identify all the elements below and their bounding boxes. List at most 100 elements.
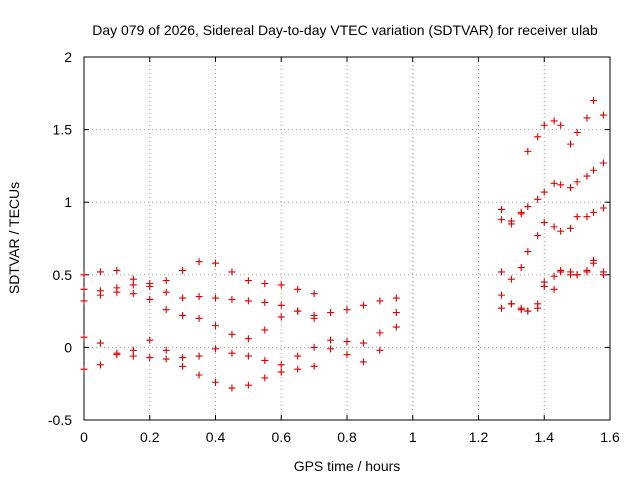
- x-axis-label: GPS time / hours: [294, 458, 401, 474]
- data-point: [343, 338, 351, 346]
- series-track-4: [80, 309, 400, 369]
- data-point: [498, 304, 506, 312]
- data-point: [507, 275, 515, 283]
- data-point: [534, 232, 542, 240]
- data-point: [517, 264, 525, 272]
- data-point: [179, 266, 187, 274]
- data-point: [567, 140, 575, 148]
- data-point: [534, 304, 542, 312]
- data-point: [80, 285, 88, 293]
- x-tick-label: 0.6: [272, 429, 292, 445]
- data-point: [179, 311, 187, 319]
- data-point: [228, 295, 236, 303]
- data-point: [583, 172, 591, 180]
- data-point: [359, 301, 367, 309]
- data-point: [80, 297, 88, 305]
- data-point: [212, 378, 219, 386]
- data-point: [392, 294, 400, 302]
- y-tick-label: 1.5: [53, 122, 73, 138]
- data-point: [80, 365, 88, 373]
- data-point: [573, 129, 581, 137]
- data-point: [343, 351, 351, 359]
- data-point: [599, 159, 607, 167]
- x-tick-label: 0.2: [140, 429, 160, 445]
- data-point: [244, 277, 252, 285]
- data-point: [573, 213, 581, 221]
- data-point: [310, 290, 318, 298]
- data-point: [195, 293, 203, 301]
- data-point: [113, 351, 121, 359]
- x-axis-tick-labels: 0 0.2 0.4 0.6 0.8 1 1.2 1.4 1.6: [80, 429, 620, 445]
- y-tick-label: 1: [64, 194, 72, 210]
- data-point: [524, 203, 532, 211]
- data-point: [498, 216, 506, 224]
- data-point: [590, 259, 598, 267]
- y-axis-label: SDTVAR / TECUs: [6, 182, 22, 294]
- data-point: [534, 133, 542, 141]
- data-point: [359, 339, 367, 347]
- data-point: [277, 301, 285, 309]
- data-point: [540, 188, 548, 196]
- data-point: [557, 227, 565, 235]
- data-point: [294, 285, 302, 293]
- y-axis-tick-labels: -0.5 0 0.5 1 1.5 2: [48, 49, 72, 428]
- data-point: [277, 313, 285, 321]
- series-track-8: [498, 204, 607, 283]
- data-point: [599, 111, 607, 119]
- data-point: [146, 282, 154, 290]
- y-tick-label: 0.5: [53, 267, 73, 283]
- data-point: [195, 314, 203, 322]
- x-axis-ticks: [83, 57, 611, 420]
- data-point: [583, 114, 591, 122]
- data-point: [524, 147, 532, 155]
- data-point: [517, 306, 525, 314]
- data-point: [590, 97, 598, 105]
- data-point: [228, 268, 236, 276]
- y-grid: [84, 129, 610, 348]
- data-point: [244, 335, 252, 343]
- data-point: [517, 208, 525, 216]
- data-point: [557, 266, 565, 274]
- data-point: [599, 204, 607, 212]
- data-point: [261, 356, 269, 364]
- data-point: [567, 224, 575, 232]
- data-point: [162, 288, 170, 296]
- data-point: [524, 248, 532, 256]
- data-point: [244, 352, 252, 360]
- y-tick-label: 0: [64, 339, 72, 355]
- data-point: [162, 277, 170, 285]
- data-point: [146, 336, 154, 344]
- data-point: [228, 384, 236, 392]
- series-track-6: [498, 97, 607, 225]
- x-tick-label: 1.4: [535, 429, 555, 445]
- data-point: [557, 181, 565, 189]
- series-track-3: [80, 288, 400, 366]
- data-point: [376, 346, 384, 354]
- series-track-9: [498, 256, 607, 315]
- y-tick-label: -0.5: [48, 412, 72, 428]
- series-track-7: [498, 159, 607, 228]
- data-point: [327, 336, 335, 344]
- data-point: [96, 339, 104, 347]
- data-point: [179, 362, 187, 370]
- data-point: [294, 307, 302, 315]
- data-point: [146, 354, 154, 362]
- data-point: [261, 326, 269, 334]
- data-point: [550, 179, 558, 187]
- data-point: [129, 290, 137, 298]
- data-point: [179, 354, 187, 362]
- data-point: [392, 309, 400, 317]
- data-point: [583, 266, 591, 274]
- y-tick-label: 2: [64, 49, 72, 65]
- x-tick-label: 0.8: [337, 429, 357, 445]
- data-point: [96, 291, 104, 299]
- data-point: [294, 365, 302, 373]
- data-point: [540, 278, 548, 286]
- data-point: [146, 295, 154, 303]
- data-point: [228, 330, 236, 338]
- data-point: [507, 300, 515, 308]
- data-point: [550, 272, 558, 280]
- data-point: [212, 322, 219, 330]
- data-point: [228, 349, 236, 357]
